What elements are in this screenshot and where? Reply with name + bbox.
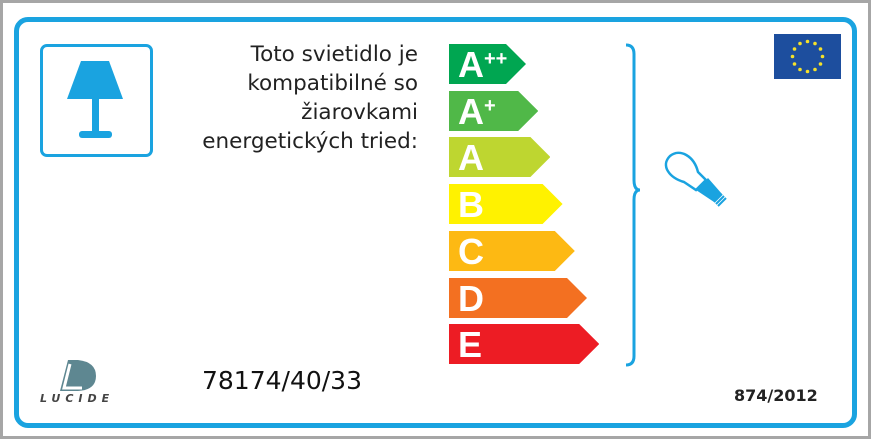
label-frame — [14, 17, 857, 428]
energy-class-C: C — [449, 230, 575, 272]
class-label: A — [458, 137, 484, 179]
energy-class-E: E — [449, 324, 600, 366]
eu-star — [805, 39, 810, 44]
model-number: 78174/40/33 — [202, 366, 362, 395]
class-label: A++ — [458, 44, 508, 85]
class-arrow — [449, 184, 563, 225]
class-label: D — [458, 277, 484, 319]
compatibility-text: Toto svietidlo je kompatibilné so žiarov… — [202, 42, 418, 154]
class-arrow — [449, 90, 539, 131]
class-arrow — [449, 230, 575, 271]
energy-class-A: A — [449, 137, 551, 179]
class-arrow — [449, 44, 526, 84]
energy-class-Aplus: A+ — [449, 90, 539, 132]
eu-star — [820, 54, 825, 59]
class-arrow — [449, 324, 600, 365]
energy-class-Aplusplus: A++ — [449, 44, 526, 85]
table-lamp-icon — [40, 44, 153, 157]
energy-class-D: D — [449, 277, 587, 319]
eu-star — [798, 41, 802, 46]
class-label: E — [458, 324, 483, 366]
eu-star — [792, 62, 797, 66]
eu-star — [790, 54, 795, 59]
bracket — [625, 43, 641, 367]
eu-star — [792, 47, 797, 51]
class-label: B — [458, 184, 484, 226]
class-arrow — [449, 277, 587, 318]
eu-star — [798, 67, 802, 72]
eu-star — [805, 69, 810, 74]
energy-class-B: B — [449, 184, 563, 226]
eu-flag-icon — [774, 34, 841, 79]
brand-name: LUCIDE — [40, 392, 115, 405]
eu-star — [813, 67, 817, 72]
class-label: C — [458, 230, 484, 272]
class-label: A+ — [458, 90, 496, 132]
eu-star — [813, 41, 817, 46]
regulation-number: 874/2012 — [734, 386, 818, 405]
class-arrow — [449, 137, 551, 178]
eu-star — [818, 62, 823, 66]
lucide-logo — [60, 360, 96, 391]
eu-star — [818, 47, 823, 51]
light-bulb-icon — [664, 151, 727, 207]
